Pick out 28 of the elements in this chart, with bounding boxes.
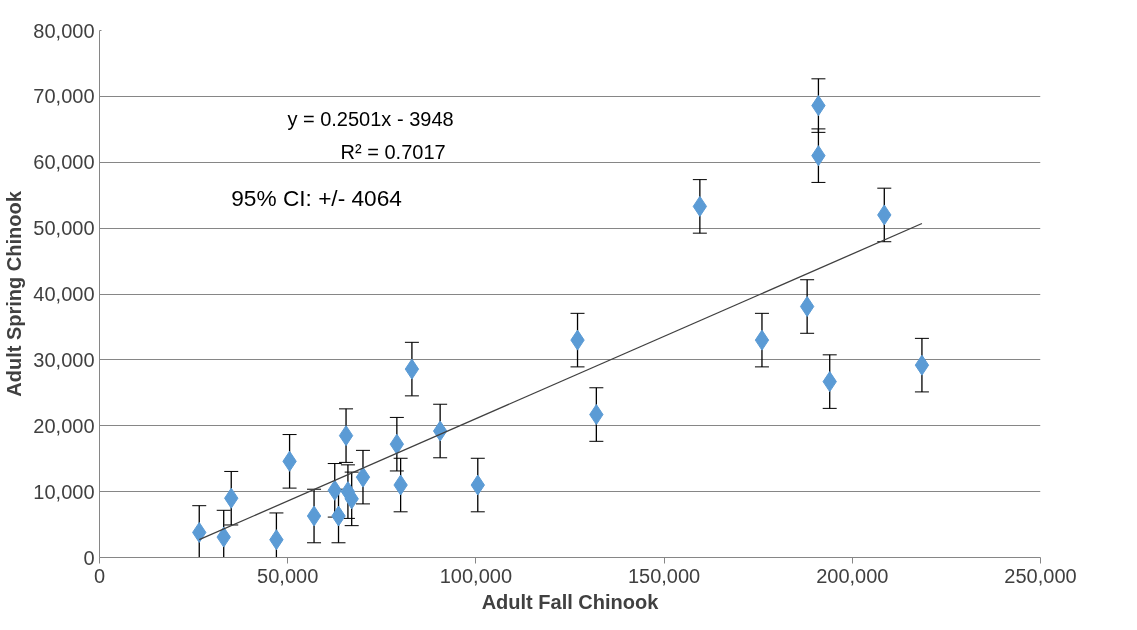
point: [306, 505, 322, 527]
x-tick-label: 100,000: [439, 564, 513, 587]
y-tick-label: 40,000: [33, 283, 95, 305]
x-tick-label: 250,000: [1004, 564, 1077, 587]
x-tick-label: 150,000: [627, 564, 701, 587]
y-tick-label: 30,000: [33, 348, 95, 371]
y-tick-label: 0: [83, 546, 95, 569]
point: [355, 466, 371, 488]
y-tick-label: 10,000: [33, 480, 95, 503]
annotation: R² = 0.7017: [340, 141, 446, 164]
y-tick-label: 80,000: [33, 19, 95, 42]
x-tick-label: 50,000: [257, 564, 319, 587]
x-tick-label: 200,000: [816, 564, 889, 587]
point: [338, 425, 354, 447]
point: [692, 195, 708, 217]
annotation: 95% CI: +/- 4064: [231, 185, 402, 212]
y-tick-label: 20,000: [33, 414, 95, 437]
y-axis-title: Adult Spring Chinook: [3, 190, 26, 397]
point: [799, 296, 815, 318]
point: [404, 358, 420, 380]
y-tick-label: 50,000: [33, 217, 95, 240]
annotation: y = 0.2501x - 3948: [287, 108, 454, 131]
point: [389, 433, 405, 455]
point: [914, 354, 930, 376]
y-tick-label: 70,000: [33, 85, 95, 108]
y-tick-label: 60,000: [33, 151, 95, 174]
x-axis-title: Adult Fall Chinook: [481, 590, 660, 613]
point: [754, 329, 770, 351]
